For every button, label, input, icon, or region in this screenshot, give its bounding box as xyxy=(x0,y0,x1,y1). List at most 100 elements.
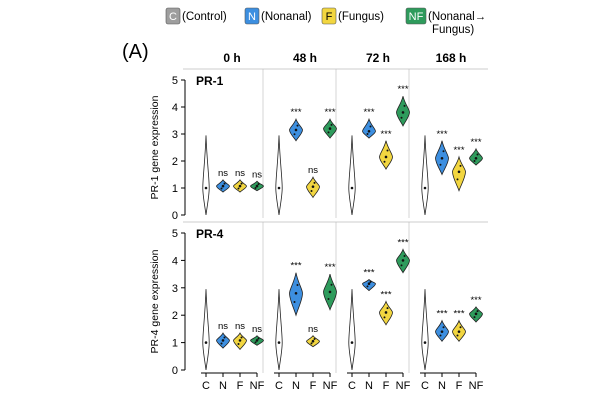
x-tick-label: N xyxy=(219,380,227,392)
significance-label: ns xyxy=(218,168,228,179)
y-axis-label: PR-4 gene expression xyxy=(149,249,161,353)
legend-item-f: F (Fungus) xyxy=(321,7,384,25)
significance-label: *** xyxy=(290,261,301,272)
data-point xyxy=(456,178,459,181)
median-point xyxy=(423,186,427,190)
panel-label: (A) xyxy=(122,41,149,63)
data-point xyxy=(366,133,369,135)
x-tick-label: NF xyxy=(250,380,265,392)
median-point xyxy=(238,184,242,188)
violin-nf xyxy=(469,147,483,166)
significance-label: *** xyxy=(324,107,335,118)
data-point xyxy=(330,123,333,126)
data-point xyxy=(439,163,442,166)
data-point xyxy=(293,301,296,304)
significance-label: *** xyxy=(470,295,481,306)
median-point xyxy=(221,184,225,188)
data-point xyxy=(442,326,445,329)
x-tick-label: NF xyxy=(396,380,411,392)
legend-swatch xyxy=(321,7,337,25)
data-point xyxy=(220,342,223,345)
data-point xyxy=(459,164,462,167)
x-tick-label: C xyxy=(348,380,356,392)
data-point xyxy=(310,189,313,192)
legend-swatch xyxy=(165,7,181,25)
violin-c xyxy=(348,289,356,371)
data-point xyxy=(240,182,243,185)
median-point xyxy=(277,341,281,344)
x-tick-label: NF xyxy=(323,380,338,392)
data-point xyxy=(383,316,386,319)
legend-label: (Control) xyxy=(182,11,227,23)
violin-c xyxy=(202,135,210,216)
significance-label: *** xyxy=(324,262,335,273)
data-point xyxy=(254,341,257,344)
x-tick-label: F xyxy=(310,380,317,392)
median-point xyxy=(367,130,371,133)
data-point xyxy=(223,182,226,185)
x-tick-label: C xyxy=(421,380,429,392)
violin-c xyxy=(202,289,210,371)
data-point xyxy=(442,150,445,153)
x-tick-label: NF xyxy=(469,380,484,392)
significance-label: ns xyxy=(308,324,318,335)
legend: C (Control) N (Nonanal) F (Fungus) NF (Nonanal→… xyxy=(165,7,486,36)
significance-label: *** xyxy=(290,107,301,118)
median-point xyxy=(423,341,427,344)
panel-title: PR-4 xyxy=(196,227,224,241)
data-point xyxy=(456,334,459,337)
significance-label: *** xyxy=(380,290,391,301)
significance-label: ns xyxy=(252,169,262,180)
legend-item-c: C (Control) xyxy=(165,7,227,25)
data-point xyxy=(473,316,476,319)
y-tick-label: 2 xyxy=(172,156,178,168)
data-point xyxy=(386,307,389,310)
data-point xyxy=(403,104,406,107)
x-tick-label: C xyxy=(202,380,210,392)
median-point xyxy=(294,291,298,295)
data-point xyxy=(476,310,479,313)
median-point xyxy=(221,339,225,342)
significance-label: *** xyxy=(470,137,481,148)
data-point xyxy=(473,160,476,162)
median-point xyxy=(440,157,444,160)
y-tick-label: 3 xyxy=(172,283,178,295)
y-tick-label: 1 xyxy=(172,183,178,195)
data-point xyxy=(403,255,406,258)
significance-label: ns xyxy=(235,321,245,332)
median-point xyxy=(401,259,405,262)
data-point xyxy=(386,149,389,152)
median-point xyxy=(367,282,371,285)
median-point xyxy=(457,330,461,333)
median-point xyxy=(350,186,354,190)
significance-label: *** xyxy=(397,237,408,248)
y-tick-label: 1 xyxy=(172,338,178,350)
y-tick-label: 5 xyxy=(172,228,178,240)
data-point xyxy=(400,264,403,267)
data-point xyxy=(257,183,260,186)
median-point xyxy=(204,341,208,344)
legend-label: (Nonanal→ xyxy=(428,11,486,23)
legend-swatch xyxy=(405,7,427,25)
violin-n xyxy=(362,117,376,139)
violin-f xyxy=(452,155,466,192)
x-tick-label: C xyxy=(275,380,283,392)
median-point xyxy=(457,170,461,174)
data-point xyxy=(313,181,316,184)
data-point xyxy=(254,186,257,189)
y-axis-label: PR-1 gene expression xyxy=(149,95,161,199)
violin-c xyxy=(275,135,283,216)
legend-key: N xyxy=(248,11,256,23)
data-point xyxy=(223,336,226,339)
y-tick-label: 3 xyxy=(172,129,178,141)
x-tick-label: N xyxy=(292,380,300,392)
data-point xyxy=(327,131,330,134)
panel-title: PR-1 xyxy=(196,74,224,88)
violin-n xyxy=(362,278,376,292)
legend-label: (Fungus) xyxy=(338,11,384,23)
x-tick-label: F xyxy=(237,380,244,392)
median-point xyxy=(294,128,298,132)
